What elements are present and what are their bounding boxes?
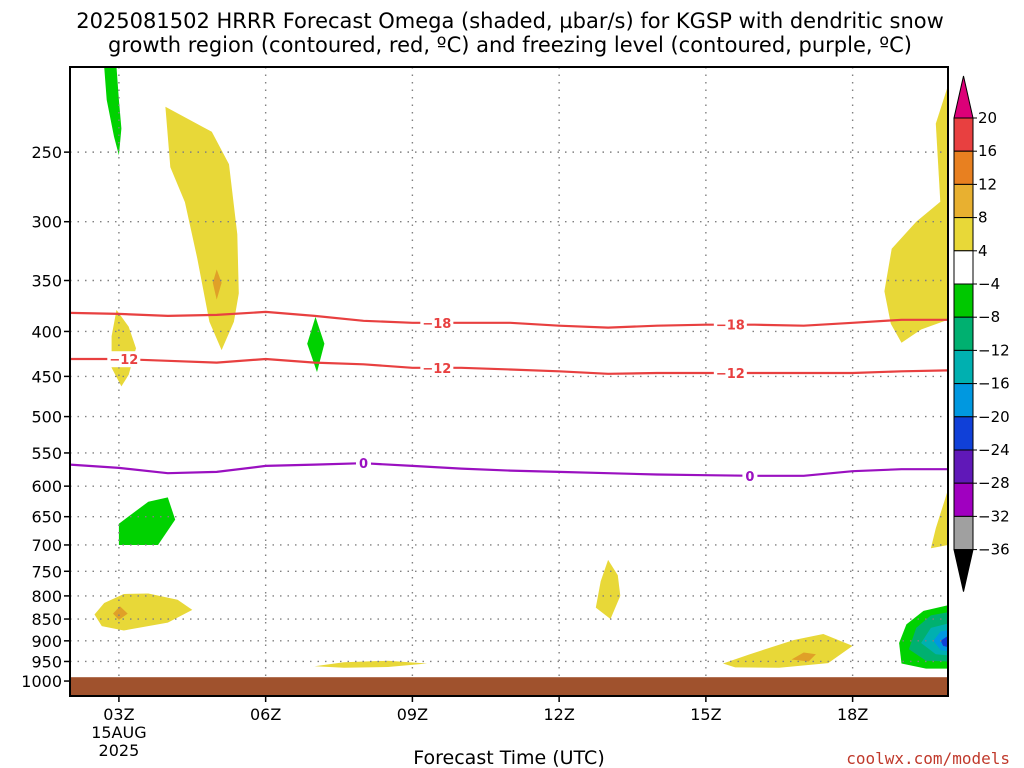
y-tick-label-250: 250 — [31, 143, 62, 162]
omega-region-10 — [113, 606, 128, 620]
colorbar-label-10: −24 — [978, 441, 1010, 459]
y-tick-label-450: 450 — [31, 367, 62, 386]
contour-label--12-1: −12 — [422, 362, 451, 377]
x-tick-label-06Z: 06Z — [250, 705, 281, 724]
colorbar-label-4: 4 — [978, 242, 988, 260]
y-tick-label-1000: 1000 — [21, 672, 62, 691]
y-tick-label-400: 400 — [31, 322, 62, 341]
x-axis-title: Forecast Time (UTC) — [413, 747, 604, 768]
omega-region-5 — [884, 195, 948, 343]
plot-frame — [69, 66, 949, 697]
colorbar-label-11: −28 — [978, 474, 1010, 492]
colorbar-label-13: −36 — [978, 541, 1010, 559]
plot-area — [94, 67, 948, 669]
omega-region-0 — [104, 67, 122, 156]
colorbar-label-1: 16 — [978, 142, 997, 160]
y-tick-label-500: 500 — [31, 408, 62, 427]
colorbar-label-2: 12 — [978, 175, 997, 193]
contour-label--18-0: −18 — [422, 317, 451, 332]
y-tick-label-900: 900 — [31, 632, 62, 651]
colorbar-swatch-6 — [953, 283, 974, 318]
omega-region-4 — [307, 316, 325, 373]
colorbar-swatch-7 — [953, 316, 974, 351]
omega-region-9 — [94, 593, 193, 631]
colorbar-swatch-5 — [953, 250, 974, 285]
omega-region-12 — [314, 660, 428, 668]
colorbar-label-0: 20 — [978, 109, 997, 127]
colorbar-top-arrow — [953, 75, 974, 119]
omega-region-7 — [118, 497, 176, 545]
contour-label-bg--12-2 — [713, 364, 747, 381]
omega-region-14 — [791, 652, 816, 662]
colorbar-bottom-arrow — [953, 549, 974, 592]
contour-label-bg--18-1 — [713, 316, 747, 333]
contour-label-0-0: 0 — [359, 457, 368, 472]
contour-label--18-1: −18 — [716, 319, 745, 334]
colorbar-label-8: −16 — [978, 375, 1010, 393]
y-tick-label-950: 950 — [31, 652, 62, 671]
colorbar-label-3: 8 — [978, 209, 988, 227]
x-tick-label-12Z: 12Z — [543, 705, 574, 724]
ground-shading — [70, 677, 948, 696]
x-tick-label-09Z: 09Z — [397, 705, 428, 724]
colorbar-swatch-8 — [953, 349, 974, 385]
temperature-contours: −18 −18 −12 −12 −12 0 0 — [70, 310, 948, 485]
contour-label--12-0: −12 — [109, 353, 138, 368]
colorbar-label-6: −8 — [978, 308, 1000, 326]
ground-surface — [70, 677, 948, 696]
contour-label-bg--18-0 — [420, 314, 454, 331]
contour-label-bg-0-0 — [355, 455, 371, 472]
y-tick-label-300: 300 — [31, 213, 62, 232]
colorbar-swatch-11 — [953, 449, 974, 484]
colorbar-swatch-13 — [953, 515, 974, 551]
colorbar-swatch-10 — [953, 416, 974, 451]
omega-region-3 — [111, 309, 136, 387]
omega-region-13 — [723, 634, 853, 668]
x-tick-date: 15AUG — [91, 723, 146, 742]
omega-region-11 — [595, 559, 621, 619]
credit-text: coolwx.com/models — [846, 749, 1010, 768]
colorbar-swatch-2 — [953, 150, 974, 185]
colorbar-label-5: −4 — [978, 275, 1000, 293]
contour-line--18 — [70, 310, 948, 329]
colorbar-label-12: −32 — [978, 507, 1010, 525]
contour-line--12 — [70, 357, 948, 375]
contour-line-0 — [70, 462, 948, 477]
colorbar-swatch-9 — [953, 383, 974, 418]
colorbar-label-7: −12 — [978, 341, 1010, 359]
colorbar-swatch-4 — [953, 217, 974, 252]
y-tick-label-800: 800 — [31, 587, 62, 606]
contour-label-bg-0-1 — [742, 467, 758, 484]
omega-region-2 — [212, 269, 222, 300]
x-tick-label-15Z: 15Z — [690, 705, 721, 724]
contour-label-bg--12-1 — [420, 359, 454, 376]
y-tick-label-750: 750 — [31, 562, 62, 581]
y-tick-label-700: 700 — [31, 536, 62, 555]
y-tick-label-350: 350 — [31, 272, 62, 291]
x-tick-year: 2025 — [99, 741, 140, 760]
y-tick-label-550: 550 — [31, 444, 62, 463]
omega-region-1 — [165, 106, 239, 351]
y-tick-label-650: 650 — [31, 508, 62, 527]
x-tick-label-03Z: 03Z — [103, 705, 134, 724]
colorbar-swatch-12 — [953, 482, 974, 517]
x-tick-label-18Z: 18Z — [837, 705, 868, 724]
contour-label--12-2: −12 — [716, 367, 745, 382]
chart-title-line-2: growth region (contoured, red, ºC) and f… — [108, 33, 912, 57]
omega-region-8 — [930, 489, 948, 549]
colorbar: 20 16 12 8 4 −4 −8 −12 −16 −20 −24 −28 −32 −36 — [953, 75, 1010, 592]
omega-region-6 — [935, 85, 948, 216]
chart-title-line-1: 2025081502 HRRR Forecast Omega (shaded, … — [76, 9, 944, 33]
omega-region-19 — [940, 635, 948, 648]
colorbar-swatch-3 — [953, 183, 974, 219]
y-axis: 250 300 350 400 450 500 550 600 650 700 750 800 850 9… — [21, 143, 70, 691]
y-tick-label-600: 600 — [31, 477, 62, 496]
colorbar-swatch-1 — [953, 117, 974, 152]
contour-label-bg--12-0 — [107, 351, 141, 368]
y-tick-label-850: 850 — [31, 610, 62, 629]
contour-label-0-1: 0 — [745, 470, 754, 485]
colorbar-label-9: −20 — [978, 408, 1010, 426]
